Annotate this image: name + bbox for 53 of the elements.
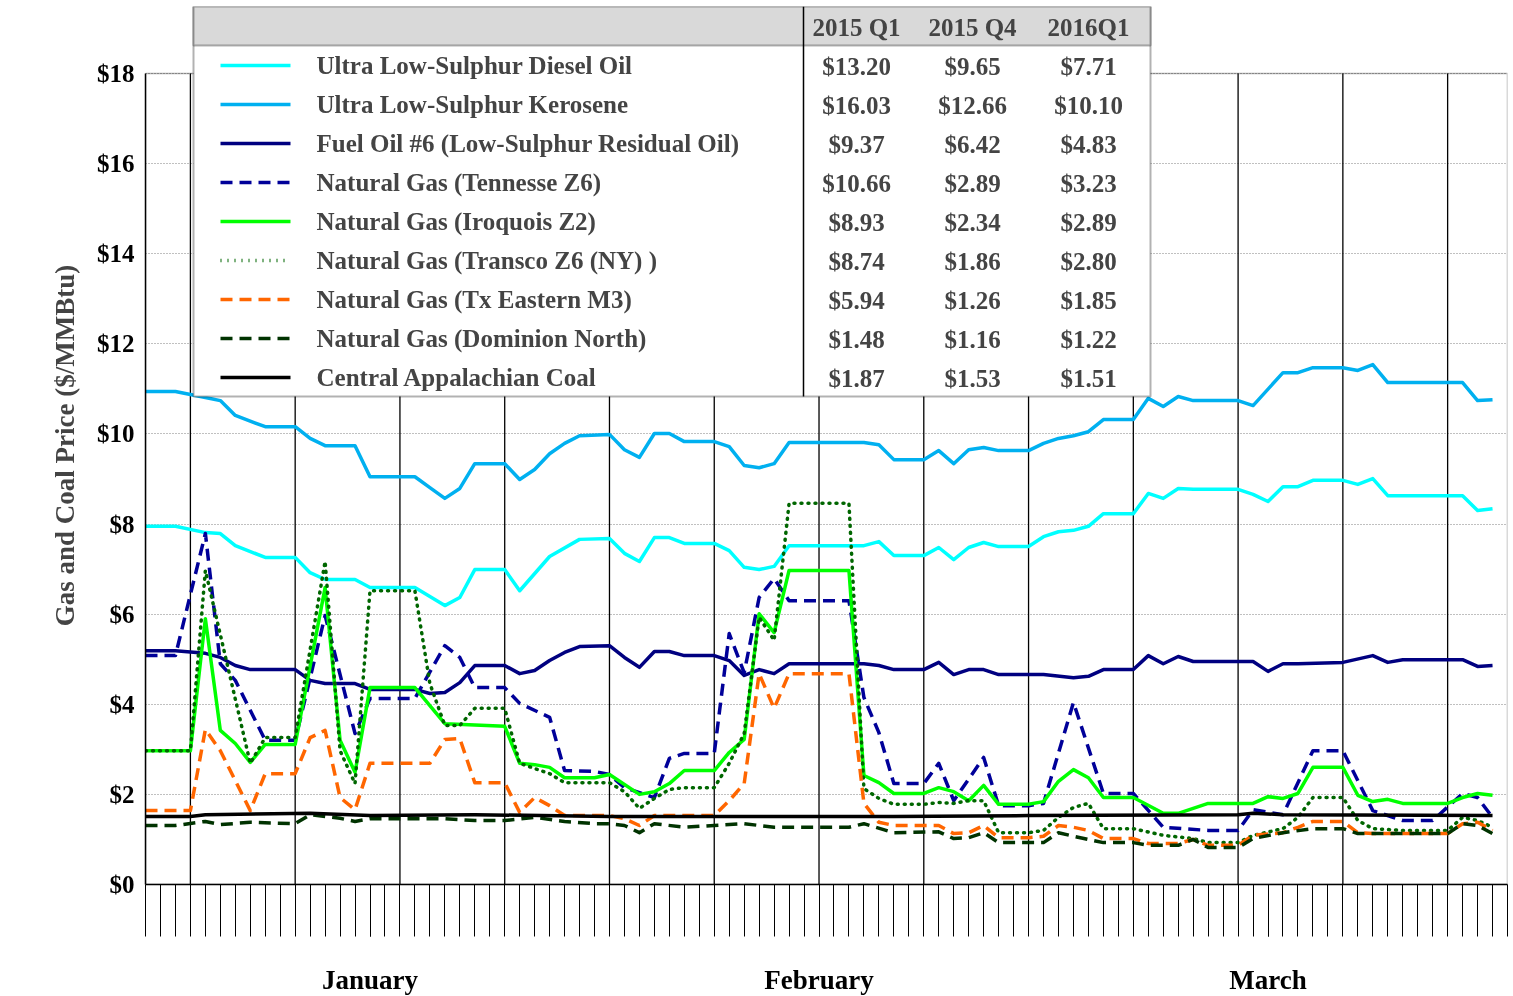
y-tick-label: $12 (97, 330, 135, 358)
legend-label: Natural Gas (Dominion North) (316, 325, 647, 353)
annotation: $8.93 (828, 209, 885, 236)
y-tick-label: $6 (109, 600, 135, 628)
annotation: $1.26 (944, 287, 1001, 314)
x-tick-label: January (322, 964, 419, 995)
annotation: $6.42 (944, 131, 1001, 158)
x-tick-label: March (1229, 964, 1307, 995)
annotation: $3.23 (1060, 170, 1117, 197)
legend-label: Natural Gas (Iroquois Z2) (316, 208, 596, 236)
annotation: $1.22 (1060, 326, 1117, 353)
annotation: $9.65 (944, 53, 1001, 80)
y-axis-title: Gas and Coal Price ($/MMBtu) (50, 264, 80, 627)
legend-label: Central Appalachian Coal (316, 364, 596, 391)
annotation: $2.89 (1060, 209, 1117, 236)
y-tick-label: $4 (109, 690, 135, 718)
x-tick-label: February (764, 964, 875, 995)
annotation: $2.80 (1060, 248, 1117, 275)
annotation: $4.83 (1060, 131, 1117, 158)
annotation: $1.16 (944, 326, 1001, 353)
y-tick-label: $16 (97, 150, 135, 178)
annotation: $1.48 (828, 326, 885, 353)
legend-label: Natural Gas (Tx Eastern M3) (316, 286, 632, 314)
legend-label: Natural Gas (Transco Z6 (NY) ) (316, 247, 657, 275)
y-tick-label: $2 (109, 780, 135, 808)
annotation: $13.20 (822, 53, 891, 80)
annotation: $2.89 (944, 170, 1001, 197)
text: 2016Q1 (1047, 14, 1130, 41)
y-tick-label: $10 (97, 420, 135, 448)
annotation: $1.51 (1060, 365, 1117, 392)
annotation: $16.03 (822, 92, 891, 119)
legend-label: Fuel Oil #6 (Low-Sulphur Residual Oil) (316, 130, 740, 158)
annotation: $1.85 (1060, 287, 1117, 314)
annotation: $2.34 (944, 209, 1002, 236)
y-tick-label: $14 (97, 240, 135, 268)
legend-label: Natural Gas (Tennesse Z6) (316, 169, 602, 197)
annotation: $1.86 (944, 248, 1001, 275)
y-tick-label: $8 (109, 510, 135, 538)
y-tick-label: $18 (97, 60, 135, 87)
annotation: $9.37 (828, 131, 885, 158)
annotation: $10.66 (822, 170, 891, 197)
annotation: $12.66 (938, 92, 1007, 119)
annotation: $1.87 (828, 365, 885, 392)
legend-label: Ultra Low-Sulphur Kerosene (316, 91, 629, 118)
annotation: $7.71 (1060, 53, 1117, 80)
annotation: $5.94 (828, 287, 886, 314)
annotation: $1.53 (944, 365, 1001, 392)
text: 2015 Q4 (928, 14, 1018, 41)
legend-label: Ultra Low-Sulphur Diesel Oil (316, 52, 633, 79)
annotation: $10.10 (1054, 92, 1123, 119)
text: 2015 Q1 (812, 14, 901, 41)
annotation: $8.74 (828, 248, 886, 275)
y-tick-label: $0 (109, 871, 135, 898)
